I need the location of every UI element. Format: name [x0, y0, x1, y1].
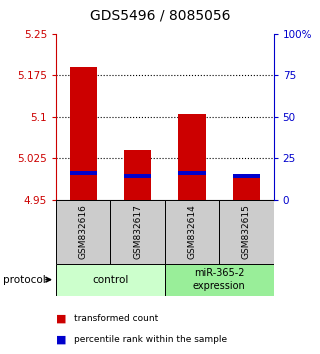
Text: GDS5496 / 8085056: GDS5496 / 8085056 — [90, 9, 230, 23]
Bar — [124, 174, 151, 178]
Text: ■: ■ — [56, 335, 67, 345]
Bar — [56, 200, 110, 264]
Bar — [233, 174, 260, 178]
Text: transformed count: transformed count — [74, 314, 158, 323]
Text: percentile rank within the sample: percentile rank within the sample — [74, 335, 227, 344]
Bar — [179, 171, 206, 175]
Bar — [110, 200, 165, 264]
Text: GSM832614: GSM832614 — [188, 205, 196, 259]
Bar — [124, 150, 151, 200]
Bar — [70, 171, 97, 175]
Text: GSM832616: GSM832616 — [79, 204, 88, 259]
Bar — [219, 200, 274, 264]
Text: miR-365-2
expression: miR-365-2 expression — [193, 268, 245, 291]
Bar — [56, 264, 165, 296]
Bar — [233, 174, 260, 200]
Text: control: control — [92, 275, 129, 285]
Text: ■: ■ — [56, 314, 67, 324]
Bar — [70, 67, 97, 200]
Text: GSM832615: GSM832615 — [242, 204, 251, 259]
Bar — [179, 114, 206, 200]
Text: GSM832617: GSM832617 — [133, 204, 142, 259]
Bar — [165, 264, 274, 296]
Text: protocol: protocol — [3, 275, 46, 285]
Bar — [165, 200, 219, 264]
